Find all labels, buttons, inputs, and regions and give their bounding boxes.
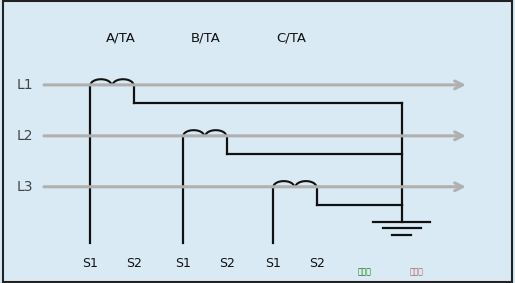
Text: L1: L1	[17, 78, 33, 92]
Text: 工作室: 工作室	[409, 268, 423, 277]
Text: 技术阁: 技术阁	[358, 268, 372, 277]
Text: S2: S2	[126, 257, 142, 270]
Text: S2: S2	[219, 257, 234, 270]
Text: L3: L3	[17, 180, 33, 194]
Text: A/TA: A/TA	[106, 32, 136, 45]
Text: S1: S1	[265, 257, 281, 270]
Text: L2: L2	[17, 129, 33, 143]
Text: S1: S1	[175, 257, 191, 270]
Text: S2: S2	[309, 257, 324, 270]
Text: C/TA: C/TA	[276, 32, 306, 45]
Text: S1: S1	[82, 257, 98, 270]
Text: B/TA: B/TA	[191, 32, 221, 45]
